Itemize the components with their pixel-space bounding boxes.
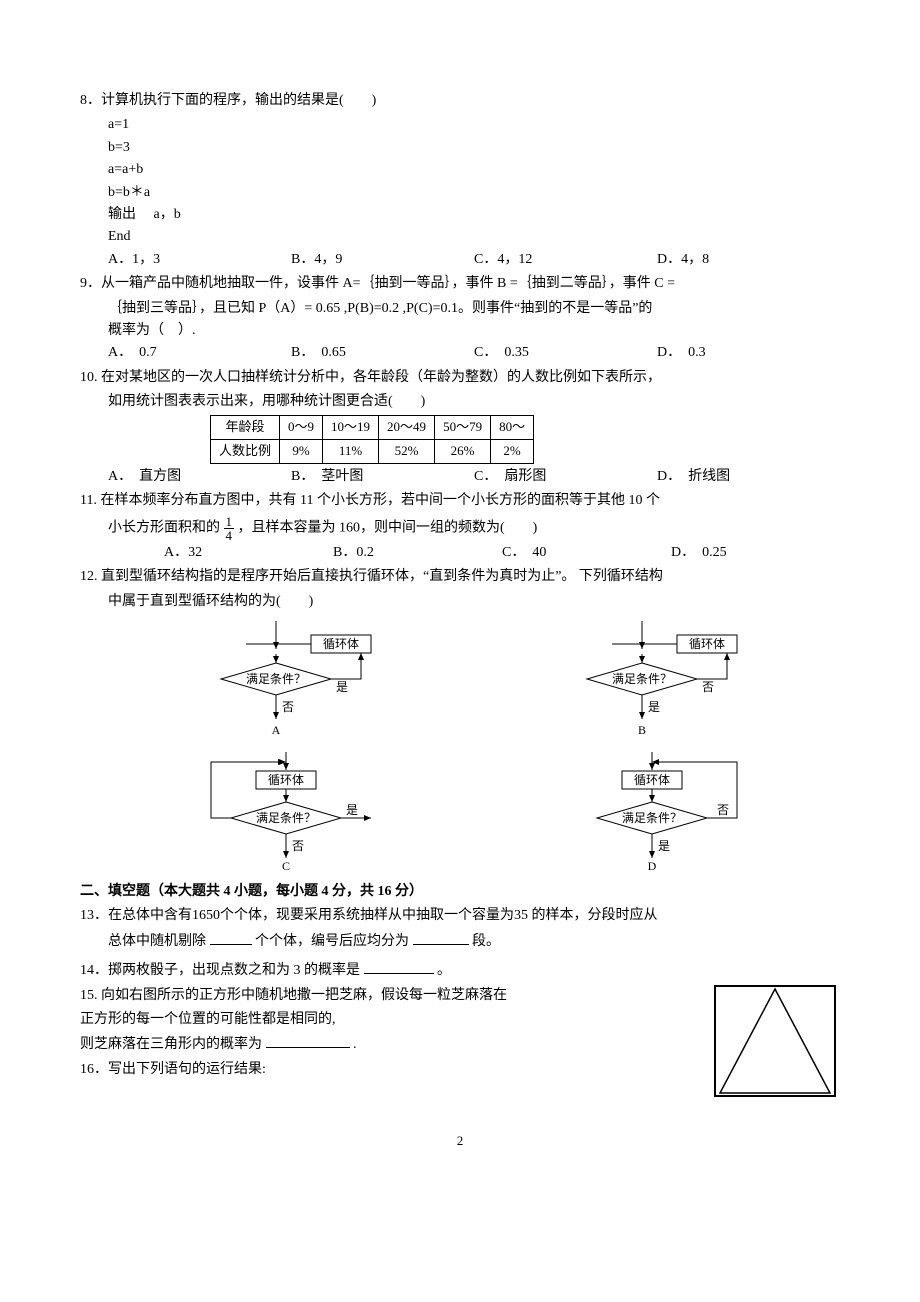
q12-flow-d: 循环体满足条件？ 否是D [552, 750, 762, 875]
q15-l3b: . [353, 1037, 357, 1052]
q13-l2b: 个个体，编号后应均分为 [255, 934, 409, 949]
q15-l3a: 则芝麻落在三角形内的概率为 [80, 1037, 262, 1052]
section2-title: 二、填空题（本大题共 4 小题，每小题 4 分，共 16 分） [80, 881, 840, 903]
q11-l2a: 小长方形面积和的 [108, 521, 220, 536]
q11-l2b: ，且样本容量为 160，则中间一组的频数为( ) [238, 521, 538, 536]
svg-text:否: 否 [717, 803, 729, 817]
q8-code-3: b=b＊a [108, 182, 840, 204]
q12-l1: 12. 直到型循环结构指的是程序开始后直接执行循环体，“直到条件为真时为止”。 … [80, 566, 840, 588]
q12-flow-a: 循环体满足条件？ 是否A [186, 619, 396, 744]
q8-opt-c: C．4，12 [474, 249, 657, 271]
svg-text:满足条件？: 满足条件？ [622, 811, 682, 825]
q10-l1: 10. 在对某地区的一次人口抽样统计分析中，各年龄段（年龄为整数）的人数比例如下… [80, 367, 840, 389]
svg-text:是: 是 [648, 700, 660, 714]
svg-text:C: C [282, 859, 290, 873]
q14-blank [364, 959, 434, 974]
q13-l2c: 段。 [472, 934, 500, 949]
svg-text:满足条件？: 满足条件？ [612, 672, 672, 686]
q11-frac: 14 [224, 515, 235, 542]
q14-a: 14．掷两枚骰子，出现点数之和为 3 的概率是 [80, 963, 360, 978]
svg-text:是: 是 [658, 839, 670, 853]
page-number: 2 [80, 1131, 840, 1152]
q12-flow-c: 循环体满足条件？ 是否C [186, 750, 396, 875]
q8-code-1: b=3 [108, 137, 840, 159]
q10-opt-c: C． 扇形图 [474, 466, 657, 488]
q11-opt-b: B．0.2 [333, 542, 502, 564]
q10-opt-b: B． 茎叶图 [291, 466, 474, 488]
q11-l1: 11. 在样本频率分布直方图中，共有 11 个小长方形，若中间一个小长方形的面积… [80, 490, 840, 512]
q11-opt-c: C． 40 [502, 542, 671, 564]
q8-opt-d: D．4，8 [657, 249, 840, 271]
q12-flow-b: 循环体满足条件？ 否是B [552, 619, 762, 744]
q8-stem: 8．计算机执行下面的程序，输出的结果是( ) [80, 90, 840, 112]
svg-text:B: B [638, 723, 646, 737]
q8-code-0: a=1 [108, 114, 840, 136]
svg-text:循环体: 循环体 [323, 637, 359, 651]
q9-opt-b: B． 0.65 [291, 342, 474, 364]
svg-text:是: 是 [346, 803, 358, 817]
q13-blank1 [210, 930, 252, 945]
q9-l2: ｛抽到三等品｝，且已知 P（A）= 0.65 ,P(B)=0.2 ,P(C)=0… [108, 298, 840, 320]
q13-l2a: 总体中随机剔除 [108, 934, 206, 949]
q9-l3: 概率为（ ）. [108, 320, 840, 342]
q11-opt-d: D． 0.25 [671, 542, 840, 564]
svg-text:是: 是 [336, 680, 348, 694]
q10-opt-d: D． 折线图 [657, 466, 840, 488]
svg-text:满足条件？: 满足条件？ [246, 672, 306, 686]
svg-text:否: 否 [282, 700, 294, 714]
q8-opt-a: A．1，3 [108, 249, 291, 271]
q10-l2: 如用统计图表表示出来，用哪种统计图更合适( ) [108, 391, 840, 413]
q15-figure [710, 981, 840, 1101]
q8-opt-b: B．4，9 [291, 249, 474, 271]
q15-blank [266, 1033, 350, 1048]
q9-opt-a: A． 0.7 [108, 342, 291, 364]
svg-text:满足条件？: 满足条件？ [256, 811, 316, 825]
svg-text:A: A [272, 723, 281, 737]
q9-opt-c: C． 0.35 [474, 342, 657, 364]
q9-l1: 9．从一箱产品中随机地抽取一件，设事件 A=｛抽到一等品｝，事件 B =｛抽到二… [80, 273, 840, 295]
svg-text:D: D [648, 859, 657, 873]
svg-text:循环体: 循环体 [634, 773, 670, 787]
svg-text:否: 否 [702, 680, 714, 694]
q12-l2: 中属于直到型循环结构的为( ) [108, 591, 840, 613]
svg-text:循环体: 循环体 [268, 773, 304, 787]
svg-text:循环体: 循环体 [689, 637, 725, 651]
q13-blank2 [413, 930, 469, 945]
q8-code-2: a=a+b [108, 159, 840, 181]
q9-opt-d: D． 0.3 [657, 342, 840, 364]
q13-l1: 13．在总体中含有1650个个体，现要采用系统抽样从中抽取一个容量为35 的样本… [80, 905, 840, 927]
q11-opt-a: A．32 [164, 542, 333, 564]
svg-text:否: 否 [292, 839, 304, 853]
q8-code-4: 输出 a，b [108, 204, 840, 226]
q14-b: 。 [437, 963, 451, 978]
q8-code-5: End [108, 226, 840, 248]
q10-table: 年龄段0～9 10～1920～49 50～7980～ 人数比例9% 11%52%… [210, 415, 534, 464]
q10-opt-a: A． 直方图 [108, 466, 291, 488]
